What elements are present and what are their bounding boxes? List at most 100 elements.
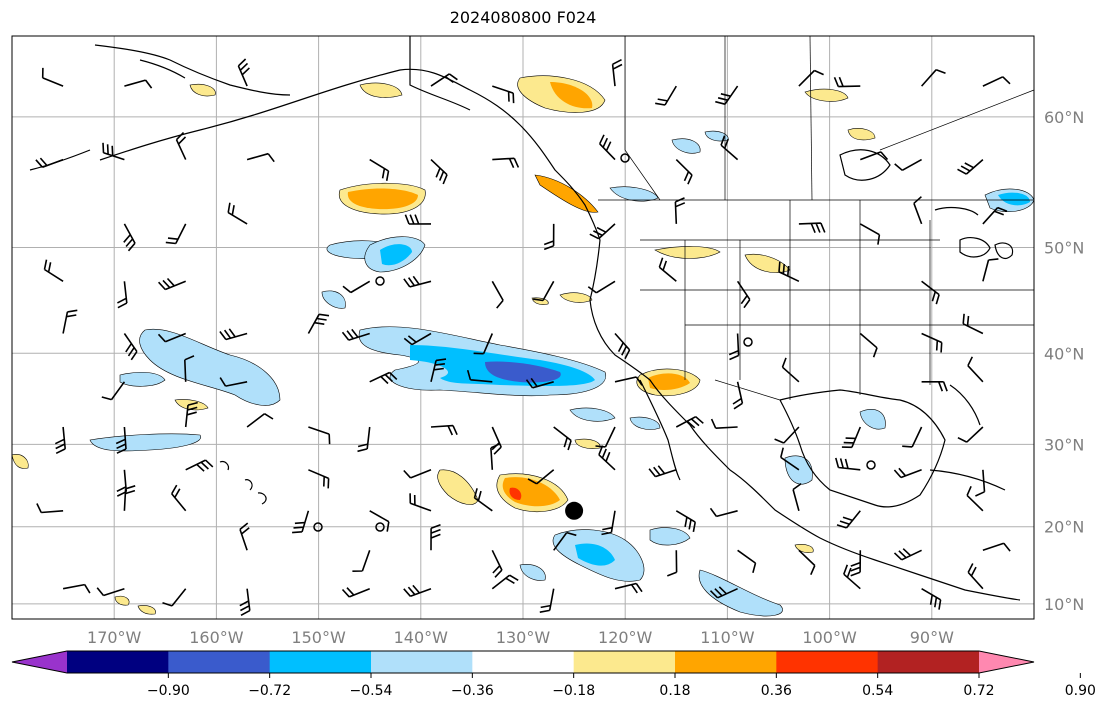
wind-barb bbox=[780, 447, 800, 471]
wind-barb bbox=[219, 328, 248, 341]
colorbar-tick-label: 0.90 bbox=[1065, 683, 1096, 699]
calm-wind-markers bbox=[313, 153, 876, 532]
wind-barb bbox=[781, 357, 800, 383]
wind-barb bbox=[966, 485, 984, 512]
colorbar-extend-high bbox=[979, 651, 1034, 673]
wind-barb bbox=[239, 522, 250, 551]
wind-barb bbox=[41, 67, 64, 87]
wind-barb bbox=[123, 485, 136, 511]
wind-barb bbox=[36, 503, 64, 514]
wind-barb bbox=[833, 76, 861, 88]
wind-barb bbox=[710, 418, 738, 429]
wind-barb bbox=[967, 563, 984, 590]
latitude-label: 10°N bbox=[1044, 595, 1084, 614]
wind-barb bbox=[43, 259, 64, 282]
colorbar-tick-label: −0.18 bbox=[552, 683, 595, 699]
wind-barb bbox=[171, 484, 187, 512]
wind-barb bbox=[967, 356, 984, 383]
wind-barb bbox=[614, 332, 631, 360]
wind-barb bbox=[62, 583, 91, 594]
wind-barb bbox=[491, 280, 504, 309]
wind-barb bbox=[737, 549, 757, 574]
wind-barb bbox=[292, 510, 310, 534]
wind-barb bbox=[369, 158, 390, 181]
wind-barb bbox=[430, 73, 458, 87]
wind-barbs bbox=[35, 58, 1011, 617]
wind-barb bbox=[798, 549, 816, 576]
wind-barb bbox=[54, 426, 66, 455]
wind-barb bbox=[184, 401, 198, 428]
wind-barb bbox=[341, 328, 370, 341]
wind-barb bbox=[589, 223, 616, 240]
longitude-label: 170°W bbox=[87, 628, 142, 647]
colorbar-segment bbox=[168, 651, 271, 673]
wind-barb bbox=[601, 510, 616, 536]
wind-barb bbox=[675, 415, 704, 429]
longitude-label: 160°W bbox=[189, 628, 244, 647]
wind-barb bbox=[219, 377, 248, 387]
wind-barb bbox=[532, 280, 555, 302]
wind-barb bbox=[913, 196, 923, 225]
wind-barb bbox=[720, 135, 739, 161]
wind-barb bbox=[123, 223, 136, 252]
wind-barb bbox=[798, 222, 826, 234]
wind-barb bbox=[553, 531, 577, 551]
wind-barb bbox=[778, 261, 800, 283]
wind-barb bbox=[539, 588, 555, 613]
wind-barb bbox=[675, 159, 693, 185]
wind-barb bbox=[792, 482, 802, 512]
wind-barb bbox=[491, 549, 503, 578]
longitude-label: 150°W bbox=[291, 628, 346, 647]
wind-barb bbox=[975, 469, 986, 497]
wind-barb bbox=[674, 197, 686, 224]
wind-barb bbox=[102, 142, 125, 161]
wind-barb bbox=[473, 488, 493, 512]
colorbar-segment bbox=[269, 651, 372, 673]
colorbar-tick-label: −0.36 bbox=[451, 683, 494, 699]
wind-barb bbox=[62, 309, 78, 334]
wind-barb bbox=[473, 333, 494, 355]
wind-barb bbox=[543, 223, 555, 251]
coastlines-and-borders bbox=[29, 36, 1021, 601]
wind-barb bbox=[430, 159, 448, 185]
latitude-label: 40°N bbox=[1044, 344, 1084, 363]
location-marker bbox=[565, 501, 584, 520]
wind-barb bbox=[843, 564, 861, 590]
colorbar-segment bbox=[877, 651, 980, 673]
wind-barb bbox=[490, 442, 501, 470]
wind-barb bbox=[655, 85, 677, 106]
wind-barb bbox=[982, 206, 1008, 225]
longitude-label: 110°W bbox=[700, 628, 755, 647]
wind-barb bbox=[227, 202, 248, 225]
wind-barb bbox=[957, 426, 984, 443]
graticule bbox=[12, 36, 1034, 619]
wind-barb bbox=[850, 550, 862, 577]
wind-barb bbox=[957, 158, 984, 175]
wind-barb bbox=[860, 151, 889, 161]
latitude-labels: 60°N 50°N 40°N 30°N 20°N 10°N bbox=[1044, 108, 1084, 614]
wind-barb bbox=[859, 223, 881, 245]
colorbar-tick-label: −0.90 bbox=[147, 683, 190, 699]
wind-barb bbox=[158, 277, 186, 291]
wind-barb bbox=[237, 58, 250, 87]
wind-barb bbox=[715, 85, 739, 105]
wind-barb bbox=[308, 426, 331, 445]
anomaly-shading bbox=[11, 75, 1035, 617]
wind-barb bbox=[115, 426, 127, 454]
wind-barb bbox=[492, 157, 520, 169]
wind-barb bbox=[124, 79, 153, 89]
wind-barb bbox=[352, 550, 371, 572]
wind-barb bbox=[246, 413, 274, 428]
wind-barb bbox=[466, 369, 493, 383]
wind-barb bbox=[35, 157, 64, 169]
longitude-label: 100°W bbox=[802, 628, 857, 647]
wind-barb bbox=[859, 332, 878, 358]
colorbar-segment bbox=[573, 651, 676, 673]
latitude-label: 20°N bbox=[1044, 518, 1084, 537]
wind-barb bbox=[357, 426, 371, 453]
colorbar-tick-label: 0.54 bbox=[862, 683, 893, 699]
wind-barb bbox=[982, 542, 1011, 552]
wind-barb bbox=[836, 510, 861, 529]
wind-barb bbox=[902, 426, 923, 448]
